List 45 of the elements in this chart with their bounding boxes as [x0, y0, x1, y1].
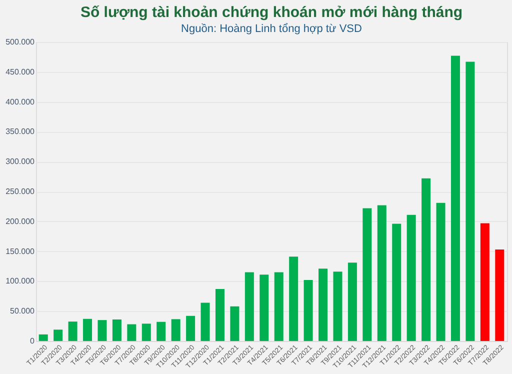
y-tick-label: 450.000: [6, 67, 36, 76]
bar: [318, 268, 328, 341]
bar: [450, 56, 460, 341]
bar: [156, 322, 166, 341]
y-tick-label: 150.000: [6, 246, 36, 256]
bar: [186, 316, 196, 341]
bar: [377, 205, 386, 341]
y-tick-label: 200.000: [6, 216, 36, 226]
bar: [289, 256, 298, 341]
bar: [436, 202, 446, 341]
y-tick-label: 300.000: [6, 157, 36, 166]
bar: [362, 208, 372, 341]
y-tick-label: 0: [30, 336, 36, 346]
bar: [230, 306, 240, 341]
bar: [348, 262, 357, 341]
bar: [480, 223, 490, 341]
y-tick-label: 100.000: [6, 276, 36, 286]
y-tick-label: 400.000: [6, 97, 36, 106]
bar: [304, 280, 313, 341]
y-tick-label: 50.000: [10, 306, 36, 316]
bar: [112, 319, 122, 341]
bar: [142, 324, 151, 341]
bar: [98, 320, 107, 341]
chart-subtitle: Nguồn: Hoàng Linh tổng hợp từ VSD: [181, 23, 362, 35]
bar: [422, 178, 431, 341]
bar: [392, 224, 402, 341]
bar: [495, 250, 504, 341]
bar: [200, 302, 210, 341]
bar: [466, 62, 475, 341]
y-tick-label: 250.000: [6, 187, 36, 196]
bar: [333, 272, 342, 341]
bar: [244, 272, 254, 341]
y-tick-label: 350.000: [6, 127, 36, 136]
bar: [127, 324, 136, 341]
y-tick-label: 500.000: [6, 38, 36, 46]
chart-title: Số lượng tài khoản chứng khoán mở mới hàng tháng: [80, 4, 463, 21]
bar: [54, 330, 63, 341]
bar: [171, 319, 180, 341]
bar: [274, 272, 284, 341]
bar: [83, 318, 92, 341]
bar: [260, 274, 269, 341]
bar: [38, 334, 48, 341]
bar: [406, 214, 416, 341]
bar: [68, 322, 78, 341]
bar: [215, 288, 224, 341]
